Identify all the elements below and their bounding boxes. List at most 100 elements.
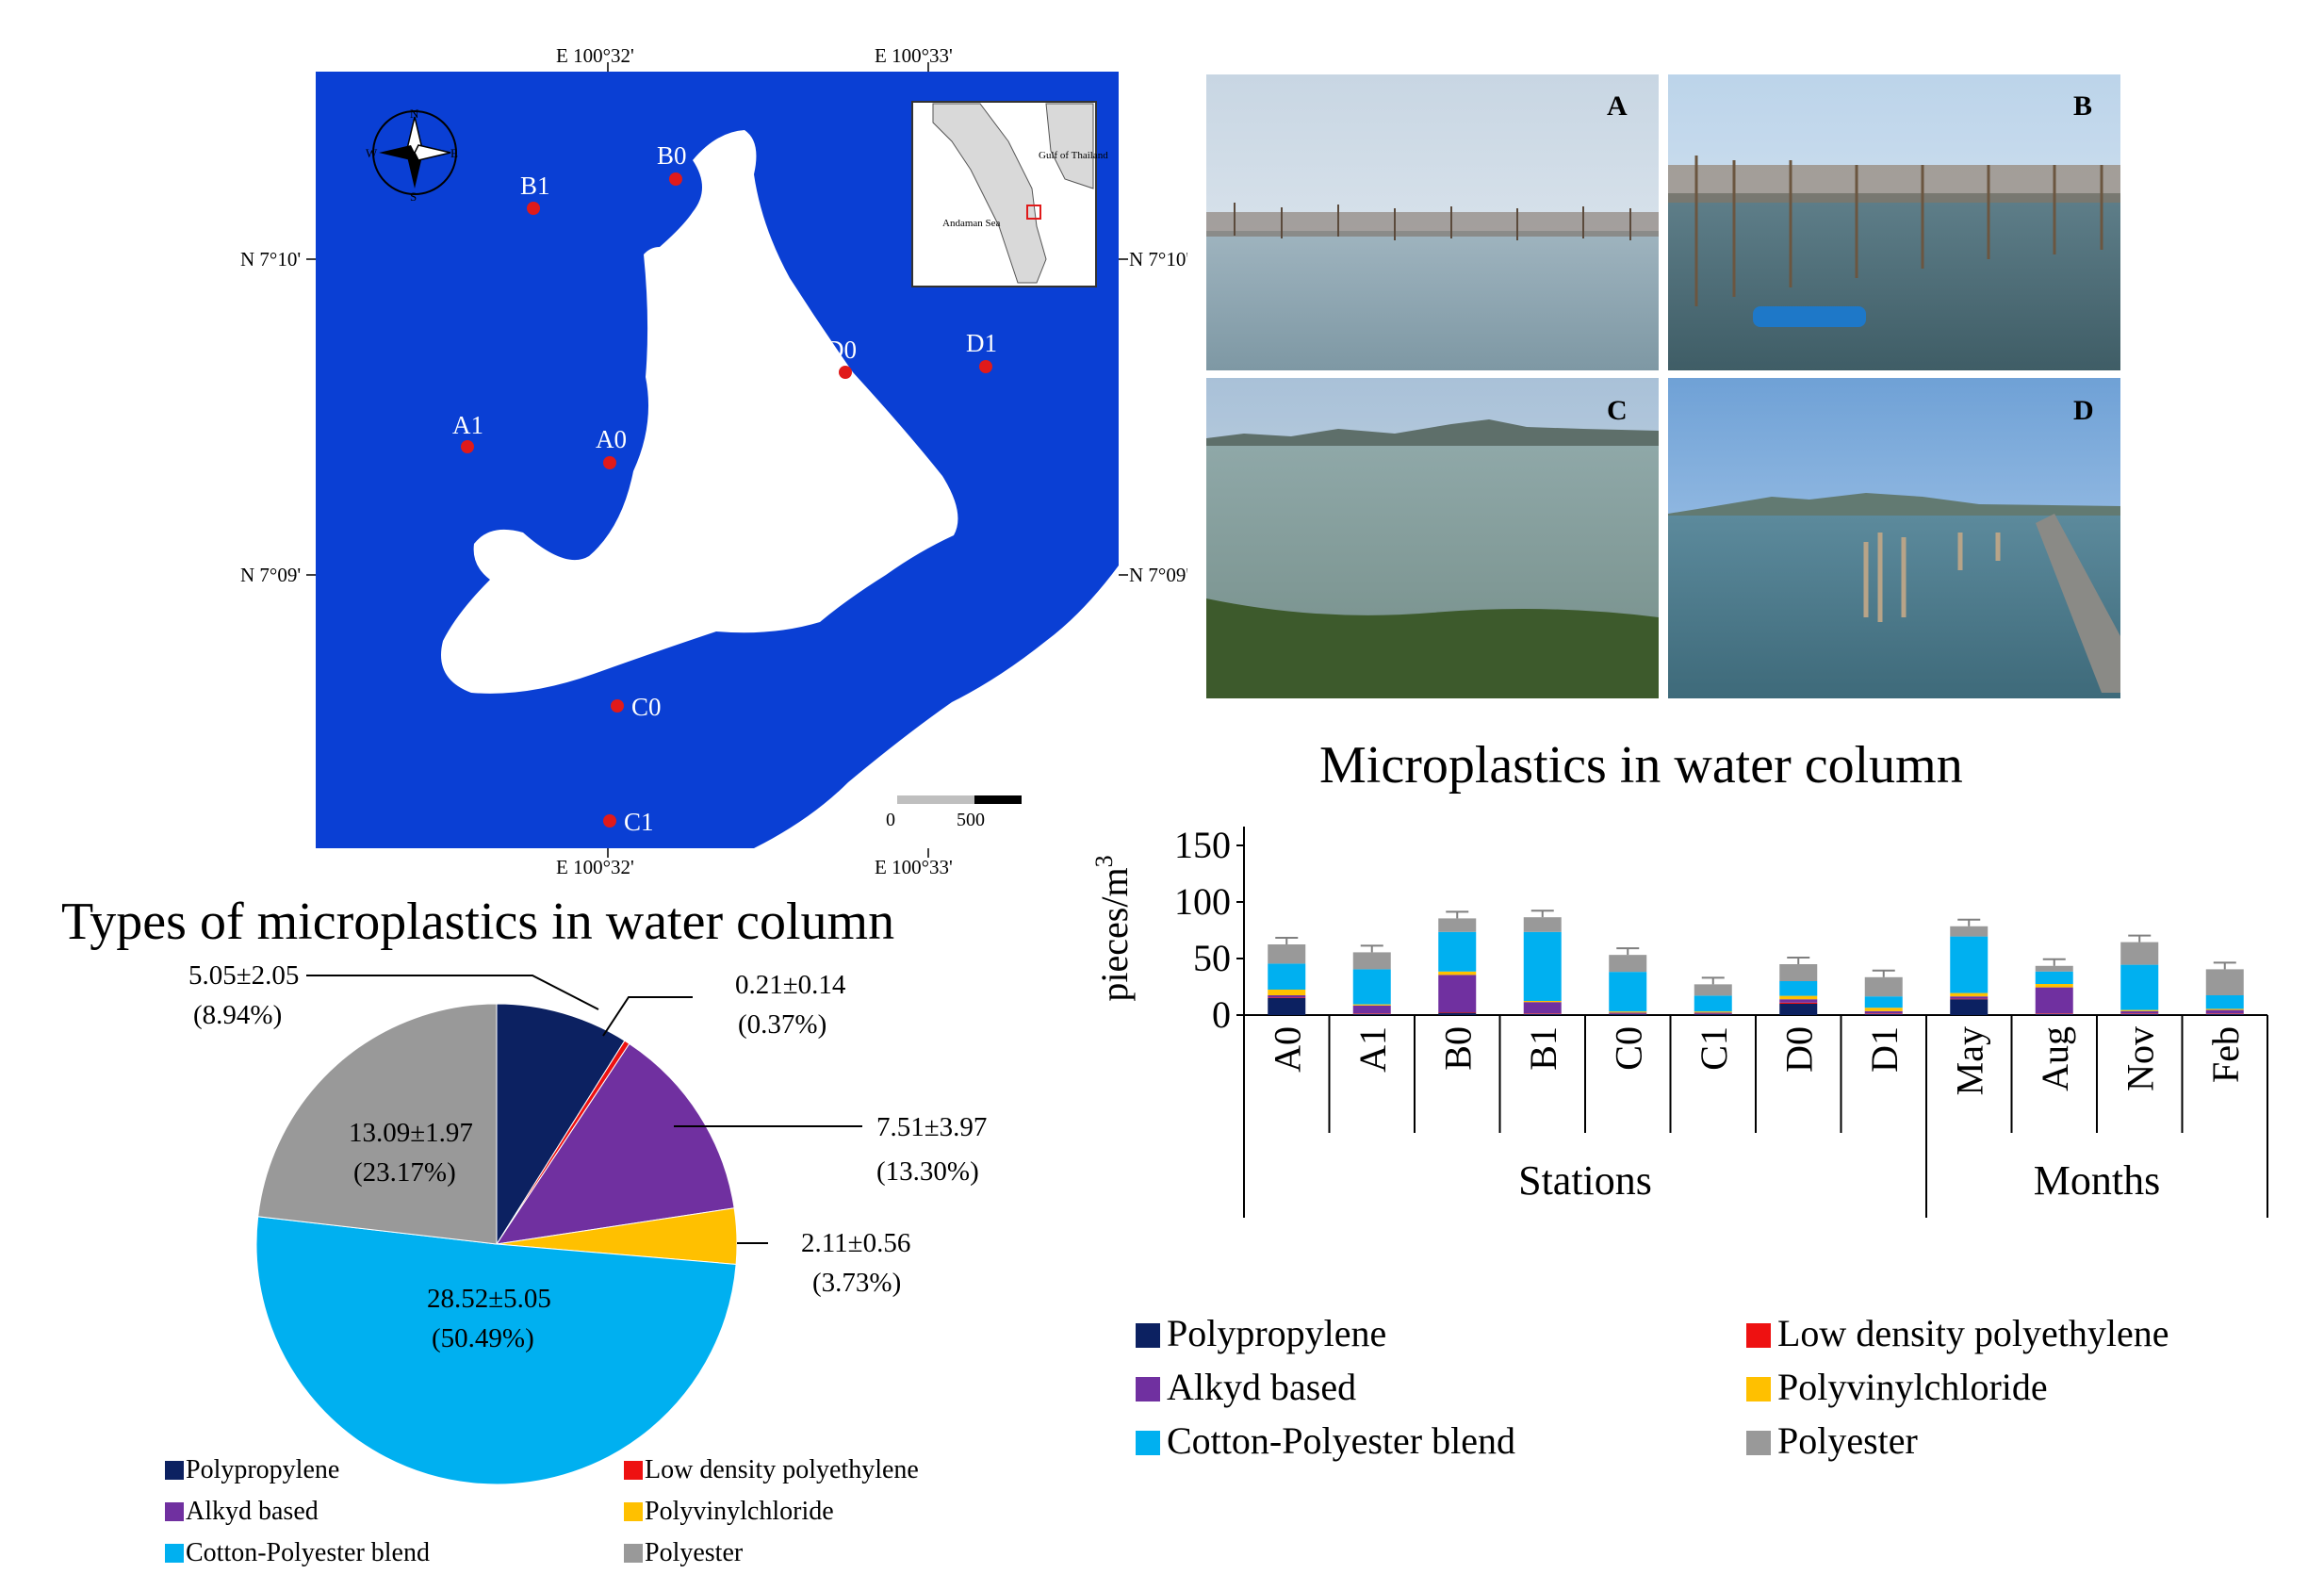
bar-segment-low-density-polyethylene [1523,1013,1562,1014]
pie-legend-label: Polypropylene [186,1455,339,1484]
coord-left-1: N 7°10' [240,248,301,270]
bar-segment-polypropylene [1864,1013,1903,1015]
bar-group-label: Stations [1518,1157,1652,1204]
map-inset-study-box [1026,205,1041,220]
map-inset-label-andaman: Andaman Sea [942,218,1001,229]
photo-d: D [1668,378,2120,698]
bar-segment-alkyd-based [1268,995,1306,998]
bar-category-label: B1 [1522,1026,1564,1071]
station-label: C1 [624,808,654,836]
bar-category-label: May [1948,1026,1990,1095]
bar-segment-polypropylene [1950,999,1988,1015]
pie-label-cotton-pct: (50.49%) [432,1323,534,1353]
bar-segment-polyester [1864,976,1903,997]
compass-rose-icon: N S E W [366,107,458,204]
bar-y-tick-label: 150 [1174,824,1231,866]
bar-segment-polypropylene [1609,1013,1647,1015]
bar-segment-alkyd-based [1864,1010,1903,1014]
bar-segment-cotton-polyester-blend [1609,972,1647,1012]
bar-segment-polyester [1694,984,1732,996]
station-label: C0 [631,693,662,721]
pie-legend-label: Low density polyethylene [645,1455,919,1484]
bar-category-label: C0 [1607,1026,1649,1071]
pie-label-alkyd-value: 7.51±3.97 [876,1112,987,1142]
bar-segment-cotton-polyester-blend [1523,931,1562,1001]
station-marker [669,172,682,186]
coord-right-2: N 7°09' [1129,564,1187,586]
map-stations: B1 B0 D0 D1 A1 A0 C0 C1 [452,141,997,836]
bar-segment-polyvinylchloride [1950,992,1988,997]
pie-legend-swatch [165,1502,184,1521]
bar-segment-polyvinylchloride [1864,1008,1903,1011]
bar-segment-alkyd-based [1779,999,1818,1003]
bar-group-label: Months [2034,1157,2160,1204]
bar-segment-low-density-polyethylene [1779,1002,1818,1004]
bar-segment-low-density-polyethylene [1950,998,1988,1000]
bar-segment-polyester [1779,964,1818,981]
bar-segment-low-density-polyethylene [1438,1012,1477,1013]
bar-legend-label: Polypropylene [1167,1312,1386,1354]
bar-category-label: A0 [1266,1026,1308,1073]
pie-legend: Polypropylene Low density polyethylene A… [165,1455,919,1567]
photo-label: C [1607,395,1628,426]
pie-slice-alkyd-based [495,1042,735,1245]
bar-segment-polypropylene [2205,1013,2244,1015]
pie-legend-label: Alkyd based [186,1497,319,1526]
bar-segment-cotton-polyester-blend [1352,969,1391,1005]
pie-slice-polyester [257,1003,498,1245]
compass-label-w: W [366,146,378,160]
bar-segment-low-density-polyethylene [2120,1013,2159,1014]
pie-leader-polypropylene [306,975,599,1010]
bar-segment-polyvinylchloride [1779,995,1818,1000]
bar-segment-polyvinylchloride [2035,984,2073,988]
map-inset-land-east [1045,103,1094,189]
bar-y-tick-label: 50 [1193,937,1231,979]
bar-segment-polyester [1523,917,1562,932]
bar-y-tick-label: 0 [1212,993,1231,1036]
bar-legend: Polypropylene Low density polyethylene A… [1136,1312,2169,1462]
bar-y-tick-label: 100 [1174,880,1231,923]
bar-segment-alkyd-based [1523,1002,1562,1014]
bar-segment-polyvinylchloride [1352,1004,1391,1006]
bar-ylabel: pieces/m3 [1090,855,1136,1001]
pie-chart: Types of microplastics in water column 5… [61,893,987,1567]
bar-segment-cotton-polyester-blend [1779,981,1818,996]
station-marker [603,814,616,828]
bar-legend-swatch [1746,1377,1771,1401]
bar-legend-swatch [1136,1377,1160,1401]
bar-segment-cotton-polyester-blend [1950,936,1988,993]
pie-legend-swatch [165,1544,184,1563]
pie-label-polyester-value: 13.09±1.97 [349,1118,473,1148]
bar-segment-alkyd-based [1694,1012,1732,1014]
bar-segment-cotton-polyester-blend [2120,964,2159,1010]
coord-bottom-2: E 100°33' [875,856,953,877]
pie-legend-swatch [624,1544,643,1563]
pie-label-polypropylene-pct: (8.94%) [193,1000,282,1030]
coord-right-1: N 7°10' [1129,248,1187,270]
bar-segment-polypropylene [1352,1013,1391,1015]
scale-label-500: 500 [957,810,985,830]
bar-segment-polyvinylchloride [1694,1011,1732,1013]
station-label: B0 [657,141,687,170]
bar-category-label: D1 [1863,1026,1906,1073]
bar-segment-alkyd-based [1438,975,1477,1012]
bar-segment-low-density-polyethylene [1352,1013,1391,1014]
bar-category-label: D0 [1777,1026,1820,1073]
pie-label-ldpe-value: 0.21±0.14 [735,970,846,1000]
pie-legend-swatch [624,1461,643,1480]
pie-legend-swatch [624,1502,643,1521]
station-marker [611,699,624,713]
pie-label-polyester-pct: (23.17%) [353,1157,456,1188]
bar-segment-polypropylene [2120,1013,2159,1015]
map-island [441,130,958,694]
pie-legend-swatch [165,1461,184,1480]
station-marker [979,360,992,373]
bar-legend-label: Cotton-Polyester blend [1167,1419,1515,1462]
map-scale-bar: 0 500 [886,795,1022,830]
bar-segment-polyester [1268,944,1306,964]
pie-leader-ldpe [602,996,693,1037]
bar-segment-cotton-polyester-blend [2035,971,2073,984]
bar-legend-swatch [1136,1323,1160,1348]
bar-segment-polyester [2120,942,2159,965]
photo-label: A [1607,90,1628,122]
